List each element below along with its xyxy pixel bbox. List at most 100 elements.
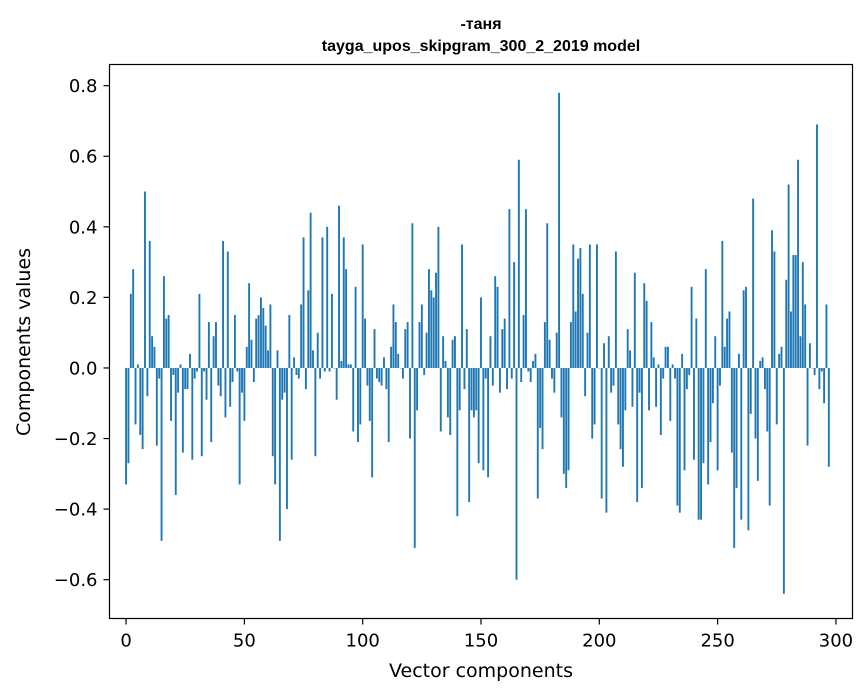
bar (264, 325, 267, 368)
bar (662, 367, 665, 379)
bar (489, 336, 492, 368)
bar (638, 367, 641, 393)
bar (622, 367, 624, 467)
bar (823, 367, 826, 404)
bar (745, 286, 747, 368)
bar (132, 269, 135, 368)
bar (465, 329, 468, 368)
bar (619, 367, 622, 450)
bar (591, 367, 594, 439)
bar (782, 367, 785, 594)
bar (219, 367, 222, 397)
bar (669, 367, 672, 421)
bar (300, 304, 303, 368)
bar (167, 315, 170, 368)
bar (416, 367, 419, 411)
bar (806, 367, 809, 446)
bar (574, 311, 577, 368)
bar (716, 367, 719, 471)
bar (345, 269, 348, 368)
bar (560, 367, 563, 418)
bar (773, 251, 776, 368)
bar (730, 367, 733, 453)
bar (274, 367, 277, 485)
bar (529, 367, 532, 383)
y-axis-label: Components values (13, 248, 35, 436)
bar (631, 367, 634, 407)
bar (255, 318, 258, 368)
bar (428, 269, 430, 368)
bar (572, 244, 575, 368)
bar (338, 205, 340, 368)
bar (657, 364, 660, 368)
bar (269, 304, 272, 368)
bar (780, 346, 783, 368)
bar (693, 367, 695, 460)
bar (510, 367, 513, 379)
bar (380, 367, 383, 386)
bar (491, 367, 494, 386)
bar (238, 367, 241, 485)
bar (749, 367, 752, 414)
bar (304, 367, 307, 390)
bar (286, 367, 288, 510)
x-tick-label: 100 (346, 631, 380, 652)
bar (127, 367, 130, 464)
bar-series (125, 92, 830, 594)
bar (714, 336, 717, 368)
bar (463, 367, 466, 390)
y-axis-ticks: −0.6 −0.4 −0.2 0.0 0.2 0.4 0.6 0.8 (54, 76, 110, 591)
bar (125, 367, 128, 485)
bar (785, 279, 788, 368)
bar (501, 329, 504, 368)
bar (790, 311, 792, 368)
bar (787, 184, 790, 368)
bar (278, 367, 281, 541)
x-tick-label: 200 (582, 631, 616, 652)
bar (347, 364, 350, 368)
bar (629, 350, 632, 368)
bar (569, 322, 572, 368)
y-tick-label: −0.4 (54, 500, 98, 521)
bar (659, 367, 662, 435)
bar (439, 367, 442, 432)
bar (733, 367, 736, 548)
bar (319, 367, 322, 379)
x-axis-ticks: 0 50 100 150 200 250 300 (120, 618, 853, 652)
bar (236, 367, 239, 372)
bar (340, 360, 343, 368)
bar (624, 367, 627, 411)
bar (371, 367, 374, 478)
bar (723, 346, 726, 368)
bar (165, 318, 168, 368)
bar (655, 367, 658, 407)
y-tick-label: −0.6 (54, 570, 98, 591)
bar (484, 367, 487, 379)
bar (487, 367, 490, 478)
bar (290, 367, 293, 460)
bar (650, 322, 653, 368)
bar (555, 332, 558, 368)
bar (134, 367, 137, 425)
bar (517, 159, 520, 368)
bar (626, 329, 629, 368)
bar (752, 198, 755, 368)
bar (612, 367, 615, 386)
bar (158, 367, 161, 379)
bar (678, 367, 681, 513)
bar (359, 367, 362, 425)
bar (136, 364, 139, 368)
plot-frame (108, 63, 854, 620)
bar (401, 367, 404, 379)
bar (472, 367, 475, 418)
bar (617, 367, 620, 425)
bar (567, 367, 570, 471)
bar (385, 367, 388, 390)
bar (605, 367, 608, 513)
bar (271, 367, 274, 457)
bar (702, 367, 705, 464)
bar (480, 297, 482, 368)
bar (721, 240, 724, 368)
bar (293, 357, 296, 368)
bar (764, 367, 766, 390)
